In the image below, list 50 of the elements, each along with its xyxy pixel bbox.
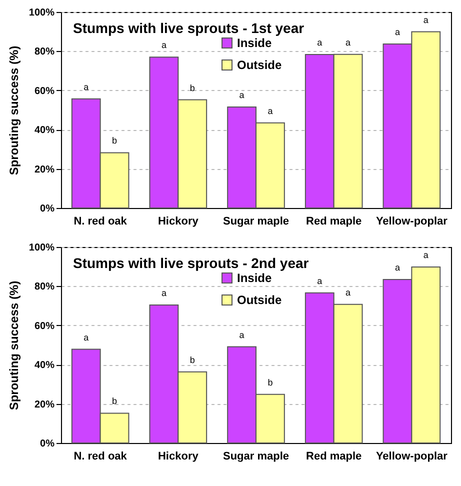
y-tick-label: 40% [34, 360, 55, 372]
y-tick-label: 100% [28, 8, 55, 18]
x-tick-label: Yellow-poplar [376, 216, 448, 228]
x-tick-label: Yellow-poplar [376, 450, 448, 462]
y-axis-title: Sprouting success (%) [6, 46, 21, 176]
x-tick-label: Red maple [306, 216, 362, 228]
data-label: a [394, 26, 400, 37]
y-tick-label: 20% [34, 164, 55, 176]
data-label: a [239, 330, 244, 340]
y-tick-label: 60% [34, 320, 55, 332]
x-tick-label: Red maple [306, 450, 362, 462]
y-tick-label: 80% [34, 46, 55, 58]
data-label: a [84, 82, 89, 92]
data-label: a [317, 38, 322, 48]
y-axis-title: Sprouting success (%) [6, 280, 21, 410]
data-label: a [346, 37, 351, 48]
data-label: b [190, 82, 195, 93]
y-tick-label: 40% [34, 125, 55, 136]
legend-label: Inside [237, 271, 272, 285]
data-label: b [112, 396, 118, 406]
legend-label: Outside [237, 58, 282, 72]
y-tick-label: 20% [34, 399, 55, 410]
x-tick-label: Hickory [158, 450, 200, 462]
y-tick-label: 100% [28, 242, 55, 254]
data-label: a [423, 14, 428, 25]
data-label: b [112, 136, 118, 146]
legend-label: Outside [237, 293, 282, 307]
y-tick-label: 80% [34, 282, 55, 293]
data-label: a [268, 106, 273, 116]
x-tick-label: Hickory [158, 216, 200, 228]
text: Stumps with live sprouts - 1st year [73, 20, 305, 36]
x-tick-label: Sugar maple [222, 450, 290, 462]
x-tick-label: N. red oak [74, 216, 128, 228]
x-tick-label: Sugar maple [222, 216, 290, 228]
legend-label: Inside [237, 36, 272, 50]
y-tick-label: 60% [34, 86, 55, 97]
data-label: b [190, 354, 195, 365]
data-label: a [84, 332, 89, 342]
data-label: b [268, 377, 273, 388]
text: Stumps with live sprouts - 2nd year [73, 255, 310, 271]
data-label: a [394, 262, 400, 273]
data-label: a [161, 288, 166, 298]
data-label: a [239, 90, 244, 100]
x-tick-label: N. red oak [74, 450, 128, 462]
data-label: a [161, 40, 166, 50]
data-label: a [317, 276, 322, 286]
y-tick-label: 0% [40, 204, 55, 214]
data-label: a [423, 250, 428, 260]
data-label: a [346, 287, 351, 298]
y-tick-label: 0% [40, 438, 55, 450]
